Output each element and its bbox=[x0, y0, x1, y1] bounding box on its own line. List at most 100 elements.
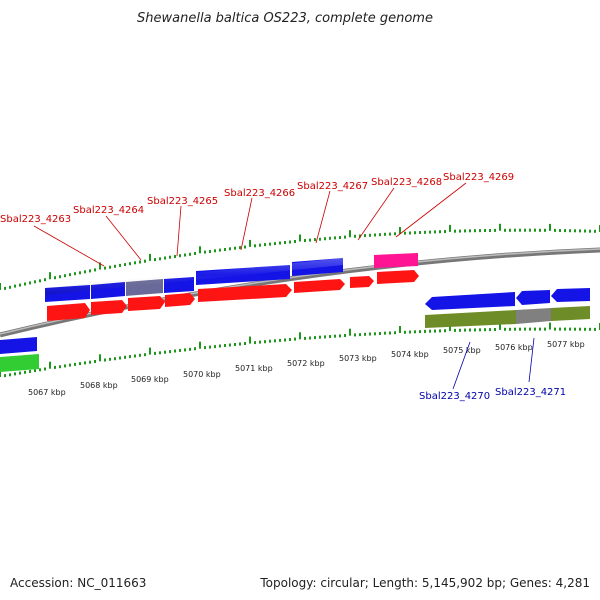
minor-tick bbox=[284, 241, 286, 244]
minor-tick bbox=[129, 262, 131, 266]
minor-tick bbox=[414, 231, 416, 235]
minor-tick bbox=[479, 229, 481, 233]
minor-tick bbox=[324, 237, 326, 241]
minor-tick bbox=[409, 330, 411, 334]
pseudo-cds-feature[interactable] bbox=[516, 308, 551, 324]
minor-tick bbox=[354, 333, 356, 337]
gene-label-sbal223-4270[interactable]: Sbal223_4270 bbox=[419, 391, 490, 402]
gene-label-sbal223-4271[interactable]: Sbal223_4271 bbox=[495, 387, 566, 398]
minor-tick bbox=[189, 252, 191, 256]
minor-tick bbox=[54, 276, 56, 280]
kbp-label: 5069 kbp bbox=[131, 375, 169, 384]
minor-tick bbox=[574, 229, 576, 233]
minor-tick bbox=[509, 327, 511, 331]
gene-label-sbal223-4268[interactable]: Sbal223_4268 bbox=[371, 177, 442, 188]
gene-label-sbal223-4264[interactable]: Sbal223_4264 bbox=[73, 205, 144, 216]
minor-tick bbox=[364, 234, 366, 238]
minor-tick bbox=[89, 360, 91, 364]
minor-tick bbox=[239, 342, 241, 346]
minor-tick bbox=[589, 327, 591, 331]
major-tick bbox=[0, 283, 1, 290]
minor-tick bbox=[559, 327, 561, 331]
minor-tick bbox=[374, 332, 376, 336]
major-tick bbox=[499, 322, 501, 330]
minor-tick bbox=[409, 231, 411, 235]
minor-tick bbox=[94, 268, 96, 272]
minor-tick bbox=[244, 342, 246, 345]
gene-feature[interactable] bbox=[0, 337, 37, 354]
cds-feature[interactable] bbox=[551, 306, 590, 321]
cds-arrow[interactable] bbox=[47, 303, 90, 321]
minor-tick bbox=[34, 369, 36, 373]
kbp-label: 5071 kbp bbox=[235, 364, 273, 373]
minor-tick bbox=[34, 280, 36, 284]
minor-tick bbox=[279, 241, 281, 245]
cds-arrow[interactable] bbox=[377, 270, 419, 284]
label-leader-line bbox=[240, 197, 253, 251]
gene-feature[interactable] bbox=[425, 292, 515, 310]
cds-feature[interactable] bbox=[425, 310, 516, 328]
minor-tick bbox=[524, 327, 526, 331]
minor-tick bbox=[539, 228, 541, 232]
minor-tick bbox=[254, 341, 256, 345]
minor-tick bbox=[169, 350, 171, 354]
cds-arrow[interactable] bbox=[294, 279, 345, 293]
minor-tick bbox=[334, 236, 336, 240]
outer-tick-ring bbox=[0, 223, 600, 290]
gene-feature[interactable] bbox=[516, 290, 550, 305]
minor-tick bbox=[434, 230, 436, 234]
minor-tick bbox=[59, 275, 61, 279]
minor-tick bbox=[564, 327, 566, 331]
minor-tick bbox=[379, 233, 381, 237]
minor-tick bbox=[479, 328, 481, 332]
minor-tick bbox=[129, 355, 131, 359]
gene-label-sbal223-4265[interactable]: Sbal223_4265 bbox=[147, 196, 218, 207]
minor-tick bbox=[404, 231, 406, 235]
minor-tick bbox=[24, 370, 26, 374]
minor-tick bbox=[264, 243, 266, 247]
minor-tick bbox=[274, 242, 276, 246]
minor-tick bbox=[164, 350, 166, 354]
minor-tick bbox=[244, 245, 246, 249]
minor-tick bbox=[119, 356, 121, 360]
gene-label-sbal223-4266[interactable]: Sbal223_4266 bbox=[224, 188, 295, 199]
minor-tick bbox=[14, 284, 16, 288]
inner-tick-ring bbox=[0, 322, 600, 378]
minor-tick bbox=[289, 338, 291, 341]
major-tick bbox=[199, 341, 201, 349]
minor-tick bbox=[324, 335, 326, 339]
misc-feature[interactable] bbox=[0, 354, 39, 372]
gene-feature[interactable] bbox=[551, 288, 590, 302]
major-tick bbox=[99, 354, 101, 362]
trna-gene-feature[interactable] bbox=[374, 253, 418, 268]
cds-arrow[interactable] bbox=[165, 293, 195, 307]
minor-tick bbox=[404, 330, 406, 334]
cds-arrow[interactable] bbox=[91, 300, 127, 315]
minor-tick bbox=[54, 365, 56, 369]
minor-tick bbox=[414, 330, 416, 334]
cds-arrow[interactable] bbox=[128, 296, 165, 311]
minor-tick bbox=[524, 228, 526, 232]
minor-tick bbox=[154, 351, 156, 355]
minor-tick bbox=[529, 327, 531, 331]
minor-tick bbox=[579, 327, 581, 331]
kbp-scale: 5067 kbp 5068 kbp 5069 kbp 5070 kbp 5071… bbox=[28, 340, 585, 397]
minor-tick bbox=[24, 282, 26, 286]
minor-tick bbox=[119, 263, 121, 267]
reverse-gene-labels: Sbal223_4270 Sbal223_4271 bbox=[419, 337, 566, 402]
minor-tick bbox=[304, 239, 306, 242]
cds-arrow[interactable] bbox=[350, 276, 374, 288]
gene-label-sbal223-4263[interactable]: Sbal223_4263 bbox=[0, 214, 71, 225]
gene-label-sbal223-4269[interactable]: Sbal223_4269 bbox=[443, 172, 514, 183]
major-tick bbox=[249, 239, 251, 247]
gene-label-sbal223-4267[interactable]: Sbal223_4267 bbox=[297, 181, 368, 192]
minor-tick bbox=[429, 230, 431, 234]
minor-tick bbox=[44, 367, 46, 371]
kbp-label: 5067 kbp bbox=[28, 388, 66, 397]
cds-arrow[interactable] bbox=[198, 284, 292, 302]
minor-tick bbox=[554, 327, 556, 331]
major-tick bbox=[49, 272, 51, 280]
minor-tick bbox=[444, 230, 446, 233]
minor-tick bbox=[294, 240, 296, 243]
